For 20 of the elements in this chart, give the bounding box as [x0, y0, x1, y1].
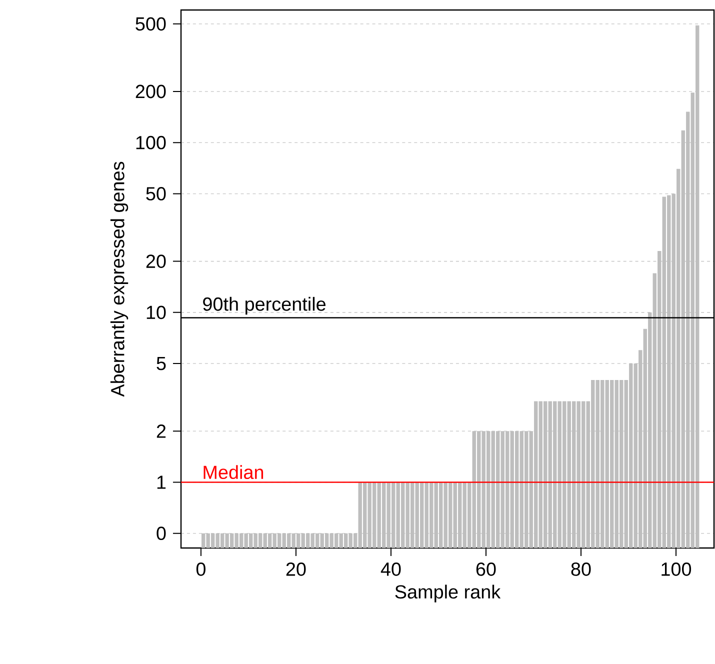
- x-tick-label: 20: [286, 562, 306, 576]
- x-tick-label: 100: [662, 562, 692, 576]
- y-tick-label: 200: [136, 84, 166, 98]
- ref-line-label: 90th percentile: [203, 296, 326, 315]
- y-tick-label: 500: [136, 17, 166, 31]
- y-tick-label: 10: [146, 306, 166, 320]
- y-axis-title: Aberrantly expressed genes: [110, 162, 128, 397]
- y-tick-label: 5: [156, 356, 166, 370]
- y-tick-label: 0: [156, 526, 166, 540]
- y-tick-label: 20: [146, 254, 166, 268]
- y-tick-label: 100: [136, 136, 166, 150]
- x-tick-label: 40: [380, 562, 401, 576]
- y-tick-label: 2: [156, 424, 166, 438]
- y-tick-label: 50: [146, 187, 166, 200]
- y-tick-label: 1: [157, 476, 166, 489]
- x-tick-label: 0: [196, 562, 206, 576]
- ref-line-label: Median: [204, 465, 264, 480]
- x-tick-label: 80: [571, 562, 591, 576]
- x-axis-title: Sample rank: [395, 584, 501, 602]
- x-tick-label: 60: [476, 562, 496, 576]
